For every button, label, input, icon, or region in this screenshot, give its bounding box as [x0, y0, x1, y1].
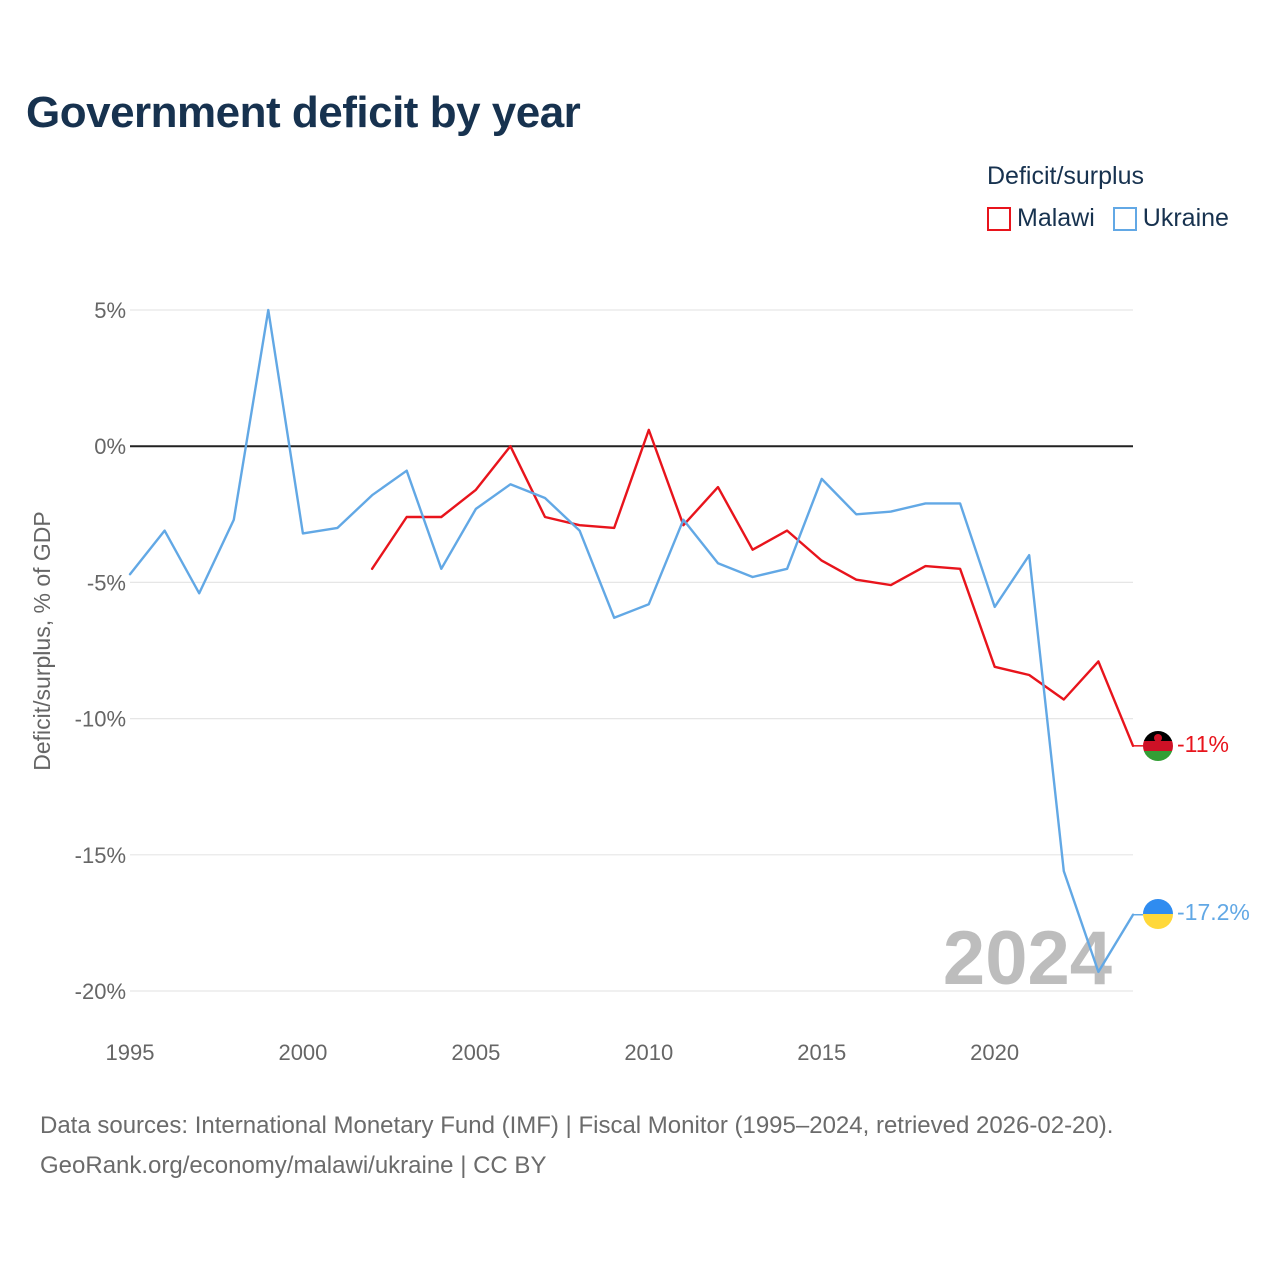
legend-title: Deficit/surplus: [987, 162, 1144, 190]
source-line-2[interactable]: GeoRank.org/economy/malawi/ukraine | CC …: [40, 1152, 547, 1179]
legend: Malawi Ukraine: [987, 204, 1247, 233]
chart-title: Government deficit by year: [26, 88, 581, 137]
x-axis-ticks: 1995 2000 2005 2010 2015 2020: [106, 1040, 1020, 1065]
legend-item-malawi[interactable]: Malawi: [987, 204, 1095, 233]
gridlines: [130, 309, 1133, 992]
y-tick-label: 5%: [94, 298, 126, 323]
y-tick-label: -10%: [75, 707, 126, 732]
x-tick-label: 2015: [797, 1040, 846, 1065]
y-tick-label: 0%: [94, 434, 126, 459]
y-axis-label: Deficit/surplus, % of GDP: [29, 511, 55, 770]
x-tick-label: 1995: [106, 1040, 155, 1065]
flag-malawi-icon: [1143, 731, 1173, 761]
x-tick-label: 2005: [451, 1040, 500, 1065]
source-line-1: Data sources: International Monetary Fun…: [40, 1112, 1114, 1139]
y-tick-label: -5%: [87, 570, 126, 595]
flag-ukraine-icon: [1143, 899, 1173, 929]
end-label-malawi: -11%: [1177, 731, 1229, 757]
x-tick-label: 2010: [624, 1040, 673, 1065]
series-lines: [128, 308, 1143, 974]
legend-label-ukraine: Ukraine: [1142, 204, 1229, 232]
y-tick-label: -15%: [75, 843, 126, 868]
x-tick-label: 2000: [278, 1040, 327, 1065]
end-label-ukraine: -17.2%: [1177, 899, 1250, 925]
year-watermark: 2024: [943, 916, 1112, 1001]
series-line-malawi[interactable]: [370, 428, 1135, 747]
y-axis-ticks: 5% 0% -5% -10% -15% -20%: [75, 298, 126, 1004]
legend-label-malawi: Malawi: [1017, 204, 1095, 232]
x-tick-label: 2020: [970, 1040, 1019, 1065]
source-note: Data sources: International Monetary Fun…: [40, 1106, 1113, 1186]
legend-item-ukraine[interactable]: Ukraine: [1112, 204, 1229, 233]
legend-swatch-ukraine: [1112, 206, 1137, 231]
legend-swatch-malawi: [987, 206, 1011, 231]
series-line-ukraine[interactable]: [128, 308, 1135, 974]
y-tick-label: -20%: [75, 979, 126, 1004]
